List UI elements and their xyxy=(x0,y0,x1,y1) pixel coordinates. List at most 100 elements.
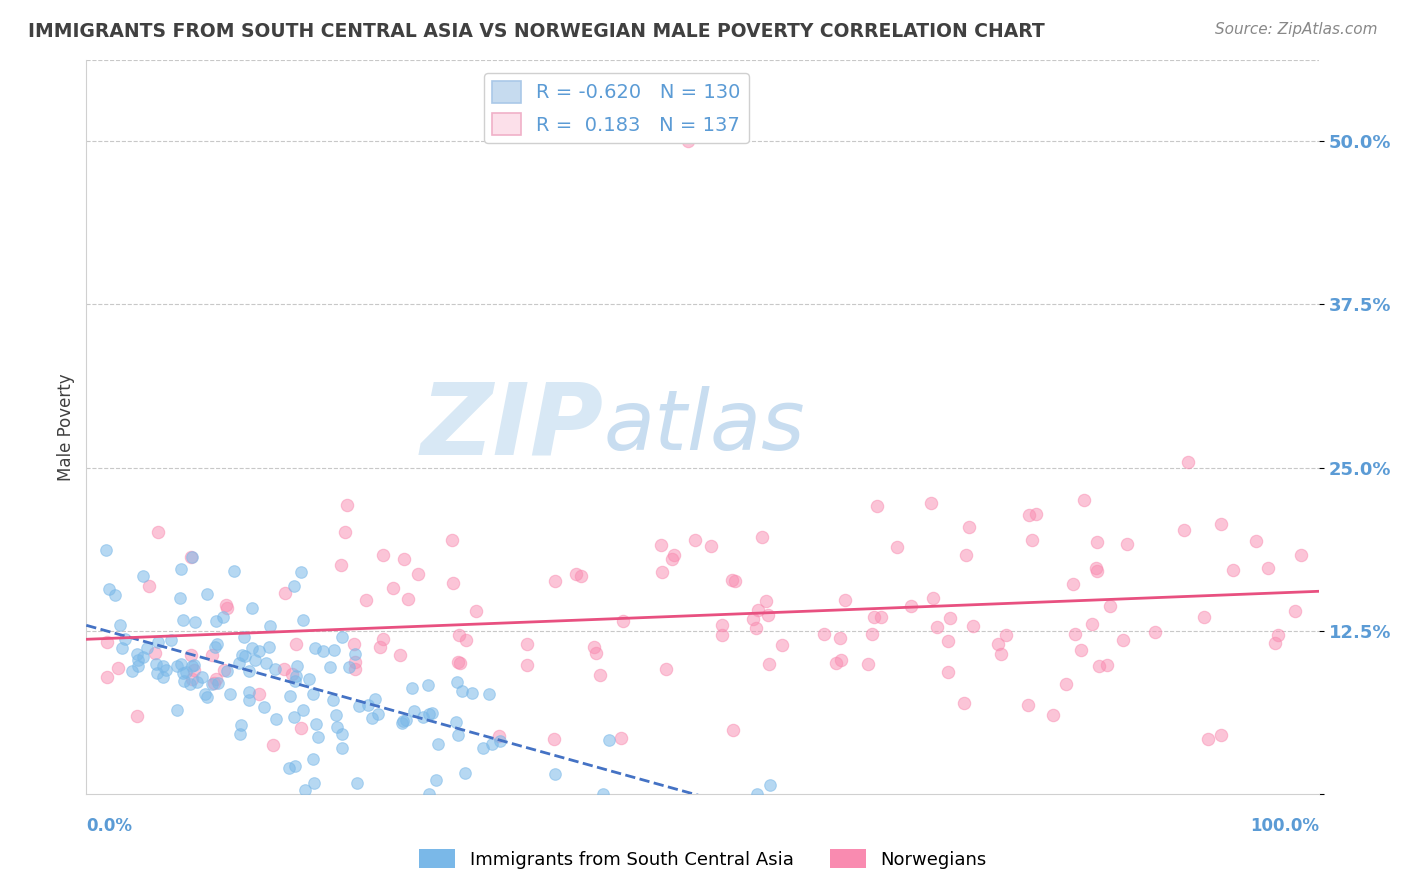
Point xyxy=(343,637,366,651)
Point xyxy=(179,677,201,691)
Point xyxy=(278,690,301,704)
Point xyxy=(292,613,315,627)
Point xyxy=(121,664,143,678)
Point xyxy=(925,620,948,634)
Point xyxy=(166,658,188,673)
Point xyxy=(253,699,276,714)
Point xyxy=(565,567,588,582)
Point xyxy=(454,765,477,780)
Point xyxy=(1085,564,1108,578)
Point xyxy=(193,687,215,701)
Point xyxy=(302,775,325,789)
Point xyxy=(205,614,228,628)
Point xyxy=(655,662,678,676)
Point xyxy=(155,663,177,677)
Point xyxy=(1025,507,1047,521)
Y-axis label: Male Poverty: Male Poverty xyxy=(58,373,75,481)
Point xyxy=(449,628,471,642)
Point xyxy=(202,676,225,690)
Point xyxy=(146,635,169,649)
Point xyxy=(290,565,312,579)
Point xyxy=(330,726,353,740)
Point xyxy=(516,658,538,673)
Point xyxy=(181,550,204,565)
Point xyxy=(284,669,307,683)
Point xyxy=(1073,493,1095,508)
Point xyxy=(326,721,349,735)
Point xyxy=(229,727,252,741)
Point xyxy=(195,587,218,601)
Point xyxy=(1081,617,1104,632)
Point xyxy=(298,672,321,686)
Point xyxy=(343,662,366,676)
Point xyxy=(197,690,219,704)
Point xyxy=(813,627,835,641)
Point xyxy=(406,566,429,581)
Point xyxy=(180,648,202,663)
Point xyxy=(834,593,856,607)
Point xyxy=(201,648,224,663)
Point xyxy=(1209,728,1232,742)
Point xyxy=(368,640,391,655)
Point xyxy=(886,541,908,555)
Point xyxy=(465,604,488,618)
Point xyxy=(1284,604,1306,618)
Point xyxy=(952,696,974,710)
Point xyxy=(742,612,765,626)
Point xyxy=(146,525,169,540)
Point xyxy=(181,673,204,687)
Point xyxy=(745,621,768,635)
Point xyxy=(862,610,884,624)
Point xyxy=(254,657,277,671)
Point xyxy=(336,498,359,512)
Point xyxy=(307,730,329,744)
Point xyxy=(401,681,423,695)
Point xyxy=(301,752,323,766)
Point xyxy=(755,593,778,607)
Point xyxy=(367,706,389,721)
Point xyxy=(650,538,672,552)
Point xyxy=(215,664,238,678)
Point xyxy=(447,655,470,669)
Point xyxy=(96,542,118,557)
Point xyxy=(721,573,744,587)
Point xyxy=(238,685,260,699)
Point xyxy=(830,652,852,666)
Point xyxy=(145,657,167,672)
Point xyxy=(1017,698,1039,712)
Point xyxy=(758,657,780,671)
Point xyxy=(110,640,132,655)
Point xyxy=(451,683,474,698)
Point xyxy=(990,647,1012,661)
Point xyxy=(305,717,328,731)
Point xyxy=(1197,732,1219,747)
Point xyxy=(1018,508,1040,523)
Point xyxy=(186,675,208,690)
Point xyxy=(747,603,769,617)
Point xyxy=(418,787,440,801)
Point xyxy=(598,732,620,747)
Point xyxy=(758,778,780,792)
Point xyxy=(138,578,160,592)
Point xyxy=(96,670,118,684)
Point xyxy=(240,601,263,615)
Point xyxy=(936,634,959,648)
Point xyxy=(204,640,226,655)
Point xyxy=(1112,633,1135,648)
Point xyxy=(711,617,734,632)
Point xyxy=(441,575,464,590)
Point xyxy=(125,647,148,661)
Point xyxy=(724,574,747,588)
Point xyxy=(172,613,194,627)
Point xyxy=(745,787,768,801)
Point xyxy=(489,734,512,748)
Point xyxy=(284,758,307,772)
Point xyxy=(143,646,166,660)
Point xyxy=(152,658,174,673)
Point xyxy=(281,667,304,681)
Point xyxy=(1257,561,1279,575)
Point xyxy=(371,549,394,563)
Point xyxy=(381,582,404,596)
Point xyxy=(1267,627,1289,641)
Point xyxy=(1021,533,1043,548)
